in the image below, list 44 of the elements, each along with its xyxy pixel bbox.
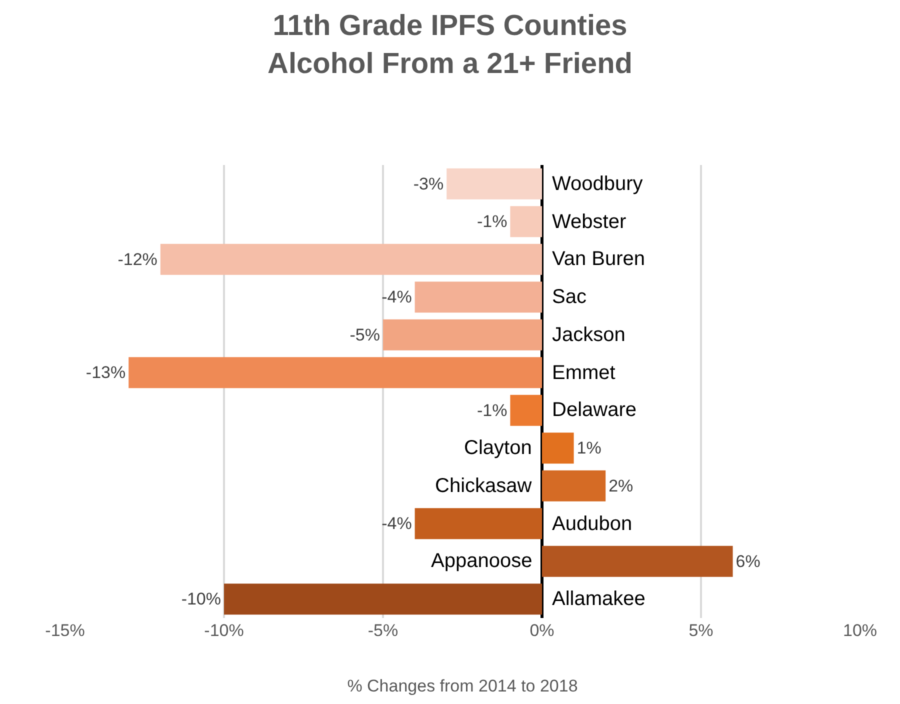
x-tick-label: -10% <box>204 621 244 640</box>
data-label: -1% <box>476 400 508 420</box>
bar <box>446 168 542 200</box>
x-tick-label: -15% <box>45 621 85 640</box>
data-label: -4% <box>382 288 412 307</box>
y-tick-label: Chickasaw <box>435 475 532 497</box>
y-tick-label: Sac <box>552 286 586 308</box>
bar <box>414 508 542 540</box>
bar <box>510 206 542 238</box>
y-tick-label: Audubon <box>552 513 632 535</box>
y-tick-label: Appanoose <box>431 550 532 572</box>
bar <box>542 470 606 502</box>
x-tick-label: 0% <box>530 621 554 640</box>
y-tick-label: Webster <box>552 211 626 233</box>
data-label: 2% <box>608 476 634 496</box>
bar <box>128 357 542 388</box>
bar <box>160 244 542 275</box>
bar <box>542 432 574 464</box>
data-label: -4% <box>382 514 412 534</box>
data-label: -3% <box>413 174 444 194</box>
y-tick-label: Delaware <box>552 399 636 421</box>
data-label: 1% <box>576 438 602 458</box>
bar <box>224 584 542 615</box>
chart-title: 11th Grade IPFS Counties Alcohol From a 21+ Friend <box>268 10 632 80</box>
bar <box>383 319 542 350</box>
y-tick-label: Allamakee <box>552 588 646 610</box>
data-label: -13% <box>86 363 126 382</box>
x-tick-label: 10% <box>842 621 878 640</box>
y-tick-label: Emmet <box>552 362 616 384</box>
data-label: -12% <box>118 250 158 269</box>
bar <box>542 546 733 577</box>
y-tick-label: Jackson <box>552 324 626 346</box>
y-tick-label: Van Buren <box>552 248 646 270</box>
bar <box>414 282 542 313</box>
bar <box>510 394 542 426</box>
y-tick-label: Woodbury <box>552 173 643 195</box>
data-label: -1% <box>476 212 508 232</box>
y-tick-label: Clayton <box>464 437 532 459</box>
x-axis-title: % Changes from 2014 to 2018 <box>347 676 578 696</box>
x-tick-label: -5% <box>368 621 398 640</box>
x-tick-label: 5% <box>688 621 714 640</box>
data-label: -5% <box>350 325 380 344</box>
data-label: 6% <box>736 552 760 571</box>
data-label: -10% <box>181 590 221 609</box>
